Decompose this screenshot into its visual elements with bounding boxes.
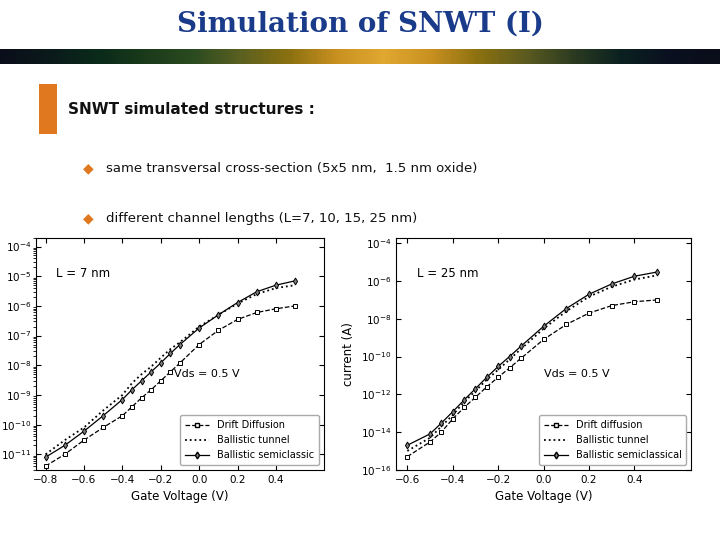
Text: same transversal cross-section (5x5 nm,  1.5 nm oxide): same transversal cross-section (5x5 nm, … [107, 161, 477, 174]
Text: Vds = 0.5 V: Vds = 0.5 V [544, 369, 609, 379]
Text: L = 25 nm: L = 25 nm [417, 267, 478, 280]
X-axis label: Gate Voltage (V): Gate Voltage (V) [495, 490, 593, 503]
Text: different channel lengths (L=7, 10, 15, 25 nm): different channel lengths (L=7, 10, 15, … [107, 212, 418, 225]
Text: ◆: ◆ [83, 212, 93, 226]
X-axis label: Gate Voltage (V): Gate Voltage (V) [131, 490, 229, 503]
Text: Simulation of SNWT (I): Simulation of SNWT (I) [176, 11, 544, 38]
Text: G. Iannaccone: G. Iannaccone [11, 517, 102, 530]
Text: SNWT simulated structures :: SNWT simulated structures : [68, 102, 315, 117]
Legend: Drift Diffusion, Ballistic tunnel, Ballistic semiclassic: Drift Diffusion, Ballistic tunnel, Balli… [180, 415, 319, 465]
Legend: Drift diffusion, Ballistic tunnel, Ballistic semiclassical: Drift diffusion, Ballistic tunnel, Balli… [539, 415, 686, 465]
FancyBboxPatch shape [39, 84, 58, 134]
Text: Università di  Pisa: Università di Pisa [593, 517, 709, 530]
Text: Vds = 0.5 V: Vds = 0.5 V [174, 369, 240, 379]
Y-axis label: current (A): current (A) [343, 322, 356, 386]
Text: L = 7 nm: L = 7 nm [56, 267, 110, 280]
Text: ◆: ◆ [83, 161, 93, 175]
